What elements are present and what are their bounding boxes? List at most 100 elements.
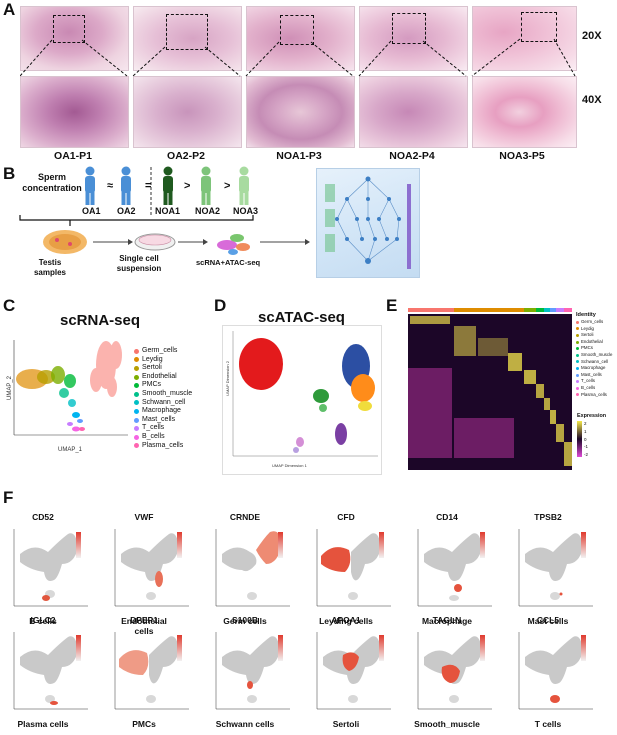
sample-label-noa2: NOA2-P4	[389, 150, 435, 162]
human-figure-noa3	[239, 166, 249, 205]
human-figure-oa2	[121, 166, 131, 205]
legend-item: B_cells	[576, 385, 616, 392]
scatac-title: scATAC-seq	[258, 309, 345, 326]
feature-plot-cd52: CD52 B cells	[10, 512, 108, 632]
scatac-umap-plot	[232, 331, 378, 457]
scrna-umap-plot	[13, 340, 128, 436]
group-noa3: NOA3	[233, 206, 259, 216]
panel-label-e: E	[386, 296, 398, 315]
expression-tick: 0	[584, 436, 587, 442]
group-noa1: NOA1	[155, 206, 181, 216]
legend-item: Schwann_cell	[134, 399, 206, 408]
cluster-germ	[90, 341, 122, 397]
sperm-figures	[85, 166, 249, 215]
human-figure-noa1	[163, 166, 173, 205]
human-figure-oa1	[85, 166, 95, 205]
histology-20x-oa1	[20, 6, 129, 71]
cluster-green	[313, 389, 329, 403]
compare-3: >	[184, 180, 191, 192]
cluster-purple	[335, 423, 347, 445]
feature-plot-tpsb2: TPSB2 Mast cells	[515, 512, 613, 632]
sperm-label: Sperm concentration	[22, 172, 82, 193]
expression-legend: Expression 2 1 0 -1 -2	[577, 413, 617, 457]
legend-item: Endothelial	[134, 373, 206, 382]
heatmap-identity-legend: Identity Germ_cells Leydig Sertoli Endot…	[576, 312, 616, 398]
panel-label-b: B	[3, 164, 16, 183]
scrna-legend: Germ_cells Leydig Sertoli Endothelial PM…	[134, 347, 206, 450]
legend-item: Germ_cells	[134, 347, 206, 356]
zoom-connectors	[20, 38, 576, 77]
feature-plot-s100b: S100B Schwann cells	[212, 615, 310, 735]
heatmap	[408, 308, 572, 470]
panel-label-d: D	[214, 296, 227, 315]
legend-item: Leydig	[576, 326, 616, 333]
group-oa1: OA1	[82, 206, 101, 216]
sample-label-noa3: NOA3-P5	[499, 150, 545, 162]
sample-label-noa1: NOA1-P3	[276, 150, 322, 162]
legend-item: Mast_cells	[576, 372, 616, 379]
compare-1: ≈	[107, 180, 114, 192]
feature-plot-apoa1: APOA1 Sertoli	[313, 615, 411, 735]
feature-plot-dpep1: DPEP1 PMCs	[111, 615, 209, 735]
panel-label-c: C	[3, 296, 16, 315]
expression-tick: 2	[584, 421, 587, 426]
legend-item: Sertoli	[134, 364, 206, 373]
identity-legend-title: Identity	[576, 312, 596, 318]
legend-item: Smooth_muscle	[576, 352, 616, 359]
legend-item: Plasma_cells	[576, 392, 616, 399]
expression-colorbar	[577, 421, 582, 457]
human-figure-noa2	[201, 166, 211, 205]
pathway-network	[325, 176, 411, 269]
histology-grid	[20, 6, 580, 148]
workflow-graphics	[19, 215, 310, 255]
histology-20x-noa1	[246, 6, 355, 71]
legend-item: T_cells	[576, 378, 616, 385]
feature-plot-cfd: CFD Leyding cells	[313, 512, 411, 632]
panel-label-a: A	[3, 0, 16, 19]
expression-legend-title: Expression	[577, 413, 607, 419]
magnification-20x: 20X	[582, 30, 602, 42]
histology-40x-oa1	[20, 76, 129, 148]
legend-item: Mast_cells	[134, 416, 206, 425]
compare-4: >	[224, 180, 231, 192]
scatac-ylabel: UMAP Dimension 2	[224, 361, 230, 396]
cluster-yellow	[358, 401, 372, 411]
cluster-somatic	[16, 366, 85, 432]
heatmap-identity-bar	[408, 308, 572, 312]
scatac-umap	[222, 325, 382, 475]
scatac-xlabel: UMAP Dimension 1	[272, 463, 307, 468]
feature-plot-ccl5: CCL5 T cells	[515, 615, 613, 735]
magnification-40x: 40X	[582, 94, 602, 106]
sample-label-oa1: OA1-P1	[54, 150, 92, 162]
expression-tick: -1	[584, 444, 589, 450]
expression-tick: -2	[584, 452, 589, 457]
legend-item: Smooth_muscle	[134, 390, 206, 399]
scrna-umap	[8, 335, 130, 445]
legend-item: Germ_cells	[576, 319, 616, 326]
feature-plot-cd14: CD14 Macrophage	[414, 512, 512, 632]
histology-20x-oa2	[133, 6, 242, 71]
legend-item: B_cells	[134, 433, 206, 442]
feature-plot-vwf: VWF Endothelial cells	[111, 512, 209, 636]
cluster-green-small	[319, 404, 327, 412]
legend-item: Plasma_cells	[134, 442, 206, 451]
heatmap-highlights	[410, 316, 572, 466]
histology-40x-noa3	[472, 76, 577, 148]
legend-item: T_cells	[134, 424, 206, 433]
feature-plot-tagln: TAGLN Smooth_muscle	[414, 615, 512, 735]
heatmap-plot	[408, 308, 572, 470]
expression-tick: 1	[584, 428, 587, 434]
compare-2: =	[145, 180, 152, 192]
feature-plot-crnde: CRNDE Germ cells	[212, 512, 310, 632]
legend-item: PMCs	[576, 345, 616, 352]
legend-item: Schwann_cell	[576, 359, 616, 366]
scrna-title: scRNA-seq	[60, 312, 141, 329]
umap-mini-icon	[217, 234, 250, 255]
group-noa2: NOA2	[195, 206, 221, 216]
panel-label-f: F	[3, 488, 14, 507]
cluster-red	[239, 338, 283, 390]
legend-item: Sertoli	[576, 332, 616, 339]
pathway-diagram	[316, 168, 420, 278]
step-suspension: Single cell suspension	[116, 254, 162, 273]
cluster-pink	[296, 437, 304, 447]
